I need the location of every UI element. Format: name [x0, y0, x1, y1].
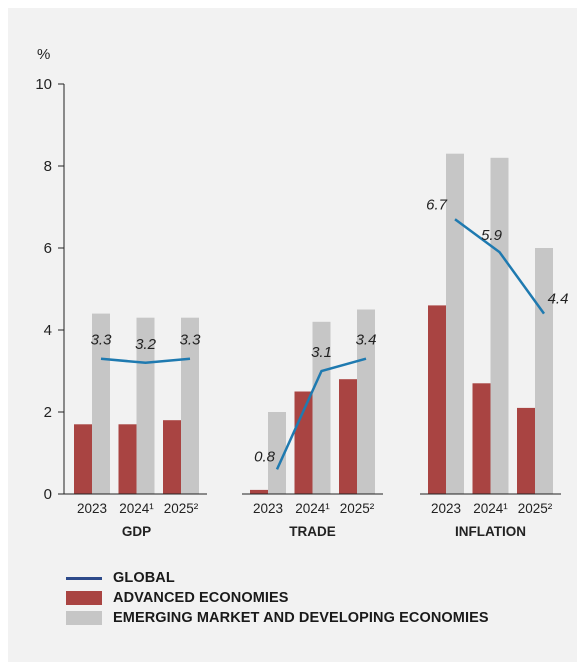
y-tick-label: 2 — [44, 404, 52, 421]
y-tick-label: 4 — [44, 322, 52, 339]
bar-emerging — [181, 317, 199, 494]
legend: GLOBAL ADVANCED ECONOMIES EMERGING MARKE… — [66, 568, 489, 628]
x-tick-label: 2024¹ — [473, 501, 508, 516]
legend-swatch-global — [66, 576, 102, 580]
global-data-label: 3.4 — [356, 332, 377, 349]
global-line — [275, 357, 367, 470]
legend-item-global: GLOBAL — [66, 568, 489, 588]
global-line — [454, 218, 546, 315]
bar-emerging — [535, 248, 553, 494]
global-data-label: 3.1 — [311, 344, 332, 361]
global-data-label: 5.9 — [481, 227, 503, 244]
y-tick-label: 0 — [44, 486, 52, 503]
global-data-label: 3.3 — [91, 332, 113, 349]
legend-label-global: GLOBAL — [113, 570, 175, 586]
legend-item-advanced: ADVANCED ECONOMIES — [66, 588, 489, 608]
x-tick-label: 2025² — [164, 501, 199, 516]
global-data-label: 0.8 — [254, 448, 276, 465]
bar-advanced — [339, 379, 357, 494]
x-tick-label: 2023 — [77, 501, 107, 516]
legend-label-emerging: EMERGING MARKET AND DEVELOPING ECONOMIES — [113, 610, 489, 626]
legend-swatch-advanced — [66, 591, 102, 605]
x-tick-label: 2023 — [431, 501, 461, 516]
x-tick-label: 2025² — [340, 501, 375, 516]
bar-emerging — [312, 321, 331, 494]
y-axis-unit: % — [37, 46, 50, 63]
legend-label-advanced: ADVANCED ECONOMIES — [113, 590, 289, 606]
global-data-label: 4.4 — [548, 291, 569, 308]
group-label: GDP — [122, 524, 151, 539]
global-data-label: 6.7 — [426, 196, 448, 213]
bar-emerging — [268, 412, 286, 494]
bar-emerging — [446, 153, 464, 494]
bar-advanced — [74, 424, 92, 494]
x-tick-label: 2024¹ — [119, 501, 154, 516]
x-tick-label: 2025² — [518, 501, 553, 516]
bar-advanced — [517, 407, 535, 494]
bar-advanced — [472, 383, 491, 494]
legend-swatch-emerging — [66, 611, 102, 625]
y-tick-label: 10 — [35, 76, 52, 93]
bar-emerging — [490, 157, 509, 495]
global-data-label: 3.2 — [135, 336, 157, 353]
group-label: TRADE — [289, 524, 336, 539]
bar-advanced — [428, 305, 446, 494]
global-data-label: 3.3 — [180, 332, 202, 349]
x-tick-label: 2023 — [253, 501, 283, 516]
legend-item-emerging: EMERGING MARKET AND DEVELOPING ECONOMIES — [66, 608, 489, 628]
y-tick-label: 8 — [44, 158, 52, 175]
bar-advanced — [118, 424, 137, 494]
global-line — [100, 357, 191, 365]
y-tick-label: 6 — [44, 240, 52, 257]
bar-advanced — [294, 391, 313, 494]
x-tick-label: 2024¹ — [295, 501, 330, 516]
bar-advanced — [163, 420, 181, 494]
bar-advanced — [250, 489, 268, 494]
group-label: INFLATION — [455, 524, 526, 539]
bar-emerging — [357, 309, 375, 494]
